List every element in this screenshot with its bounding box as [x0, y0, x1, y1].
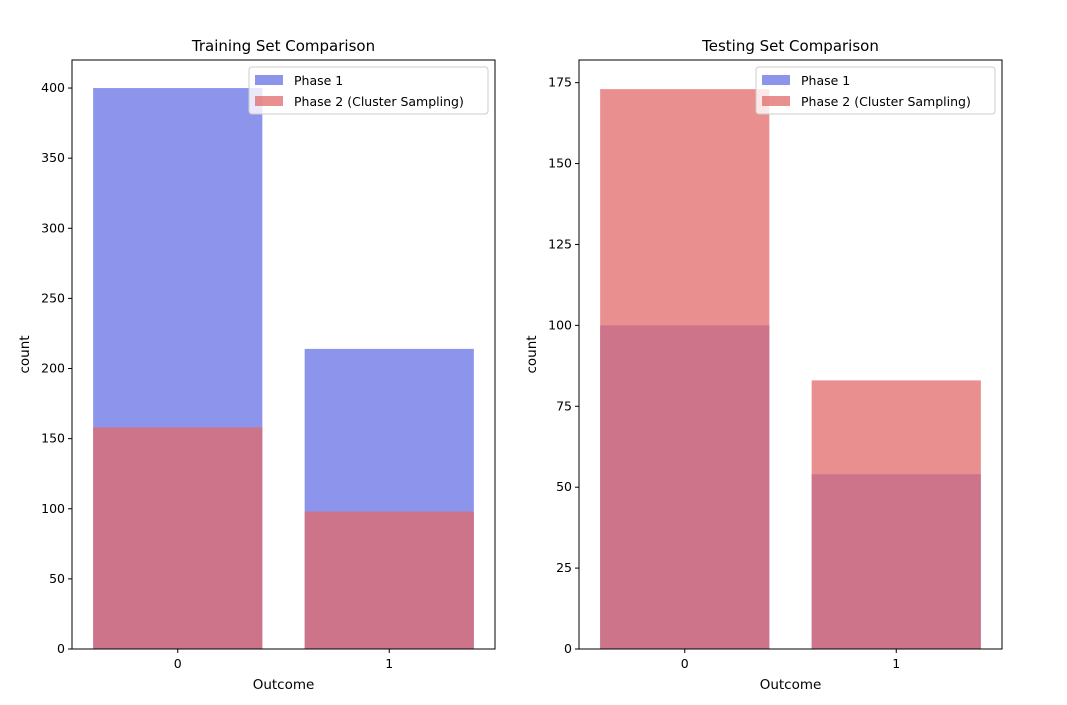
x-axis-label: Outcome	[760, 677, 822, 693]
y-tick-label: 175	[548, 75, 572, 90]
bar-phase2-1	[304, 511, 474, 649]
chart-title: Training Set Comparison	[191, 37, 375, 55]
legend-label-phase1: Phase 1	[801, 73, 850, 88]
y-tick-label: 150	[548, 156, 572, 171]
y-tick-label: 50	[556, 479, 572, 494]
y-tick-label: 300	[41, 220, 65, 235]
y-tick-label: 50	[49, 571, 65, 586]
legend: Phase 1 Phase 2 (Cluster Sampling)	[248, 66, 489, 115]
x-tick-label: 0	[174, 656, 182, 671]
legend-box	[248, 66, 489, 115]
x-tick-label: 1	[892, 656, 900, 671]
legend-swatch-phase2	[255, 96, 283, 106]
bar-phase2-1	[811, 380, 981, 649]
legend-swatch-phase2	[762, 96, 790, 106]
y-tick-label: 125	[548, 236, 572, 251]
legend-label-phase1: Phase 1	[294, 73, 343, 88]
axes-frame	[71, 59, 496, 650]
y-tick-label: 400	[41, 80, 65, 95]
y-tick-label: 350	[41, 150, 65, 165]
y-axis-label: count	[524, 335, 540, 373]
bar-phase2-0	[93, 427, 263, 649]
y-axis-label: count	[17, 335, 33, 373]
y-tick-label: 150	[41, 431, 65, 446]
bar-phase2-0	[600, 89, 770, 650]
y-tick-label: 0	[564, 641, 572, 656]
y-tick-label: 100	[548, 317, 572, 332]
legend-box	[755, 66, 996, 115]
x-axis-label: Outcome	[253, 677, 315, 693]
x-tick-label: 1	[385, 656, 393, 671]
y-tick-label: 200	[41, 361, 65, 376]
y-tick-label: 100	[41, 501, 65, 516]
chart-title: Testing Set Comparison	[701, 37, 879, 55]
legend: Phase 1 Phase 2 (Cluster Sampling)	[755, 66, 996, 115]
chart-panel-2: 0 25 50 75 100 125 150 175 0 1 Testing Set Compari…	[524, 37, 1003, 693]
y-tick-label: 250	[41, 290, 65, 305]
legend-label-phase2: Phase 2 (Cluster Sampling)	[294, 94, 464, 109]
y-tick-label: 75	[556, 398, 572, 413]
y-tick-label: 25	[556, 560, 572, 575]
x-tick-label: 0	[681, 656, 689, 671]
legend-swatch-phase1	[255, 75, 283, 85]
y-tick-label: 0	[57, 641, 65, 656]
chart-panel-1: 0 50 100 150 200 250 300 350 400 0 1 Training Set C…	[17, 37, 496, 693]
legend-swatch-phase1	[762, 75, 790, 85]
legend-label-phase2: Phase 2 (Cluster Sampling)	[801, 94, 971, 109]
axes-frame	[578, 59, 1003, 650]
